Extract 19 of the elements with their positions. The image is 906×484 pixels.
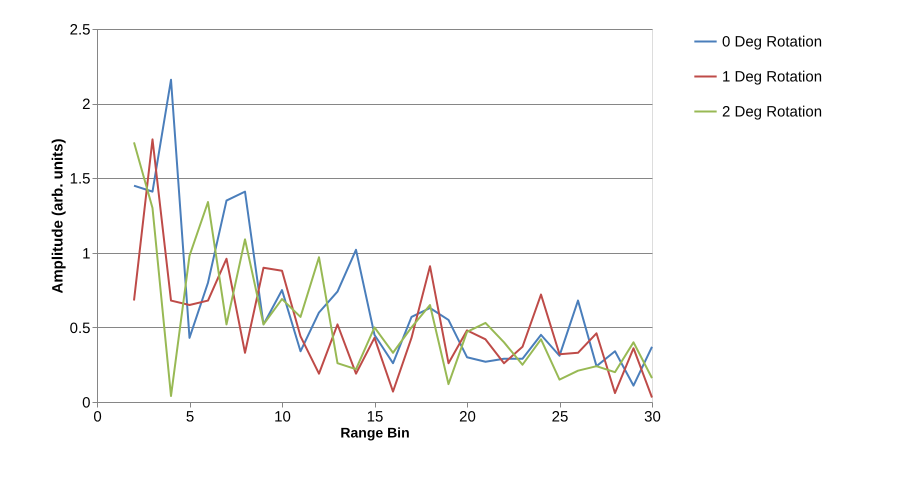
legend-label: 0 Deg Rotation [722,34,822,50]
legend-label: 2 Deg Rotation [722,104,822,120]
x-tick-label: 5 [186,408,194,426]
x-tick-label: 0 [93,408,102,426]
x-tick-label: 20 [459,408,476,426]
y-tick-label: 2.5 [70,22,90,38]
x-axis-title: Range Bin [340,424,410,440]
y-tick-label: 1 [82,245,90,262]
line-series [133,78,653,387]
x-tick-label: 10 [274,408,291,426]
y-tick-label: 2 [82,96,90,114]
legend-label: 1 Deg Rotation [722,68,822,86]
y-tick-label: 0.5 [70,320,90,337]
y-tick-label: 0 [82,394,90,412]
y-tick-label: 1.5 [70,170,90,188]
x-tick-label: 25 [552,408,568,426]
x-tick-label: 15 [366,408,384,426]
x-tick-label: 30 [644,408,661,426]
y-axis-title: Amplitude (arb. units) [50,138,67,294]
